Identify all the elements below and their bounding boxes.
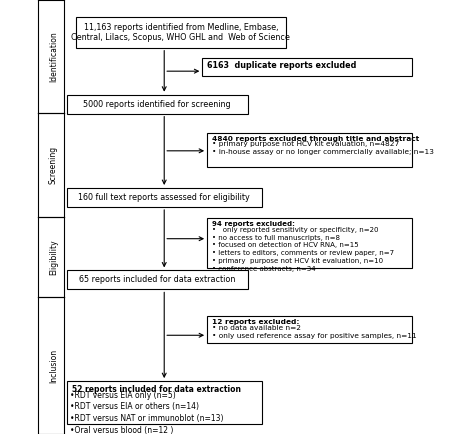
Text: 94 reports excluded:: 94 reports excluded:: [212, 221, 295, 227]
FancyBboxPatch shape: [67, 270, 248, 289]
Text: Screening: Screening: [49, 146, 58, 184]
Text: 65 reports included for data extraction: 65 reports included for data extraction: [79, 276, 235, 284]
Text: 12 reports excluded:: 12 reports excluded:: [212, 319, 299, 326]
FancyBboxPatch shape: [67, 188, 262, 207]
FancyBboxPatch shape: [207, 316, 412, 343]
FancyBboxPatch shape: [207, 133, 412, 167]
FancyBboxPatch shape: [202, 58, 412, 76]
FancyBboxPatch shape: [67, 95, 248, 114]
Text: •RDT versus EIA only (n=5)
•RDT versus EIA or others (n=14)
•RDT versus NAT or i: •RDT versus EIA only (n=5) •RDT versus E…: [70, 391, 224, 434]
FancyBboxPatch shape: [207, 218, 412, 268]
Text: 4840 reports excluded through title and abstract: 4840 reports excluded through title and …: [212, 136, 419, 142]
Text: • no data available n=2
• only used reference assay for positive samples, n=11: • no data available n=2 • only used refe…: [212, 325, 416, 339]
Text: Eligibility: Eligibility: [49, 239, 58, 275]
Text: • primary purpose not HCV kit evaluation, n=4827
• in-house assay or no longer c: • primary purpose not HCV kit evaluation…: [212, 141, 434, 155]
Text: 11,163 reports identified from Medline, Embase,
Central, Lilacs, Scopus, WHO GHL: 11,163 reports identified from Medline, …: [71, 23, 290, 42]
Text: 160 full text reports assessed for eligibility: 160 full text reports assessed for eligi…: [79, 193, 250, 202]
Text: 6163  duplicate reports excluded: 6163 duplicate reports excluded: [207, 61, 357, 70]
Text: 5000 reports identified for screening: 5000 reports identified for screening: [83, 100, 231, 108]
FancyBboxPatch shape: [67, 381, 262, 424]
Text: 52 reports included for data extraction: 52 reports included for data extraction: [72, 385, 241, 394]
Text: Identification: Identification: [49, 31, 58, 82]
FancyBboxPatch shape: [76, 17, 286, 48]
Text: •   only reported sensitivity or specificity, n=20
• no access to full manuscrip: • only reported sensitivity or specifici…: [212, 227, 394, 272]
Text: Inclusion: Inclusion: [49, 349, 58, 383]
